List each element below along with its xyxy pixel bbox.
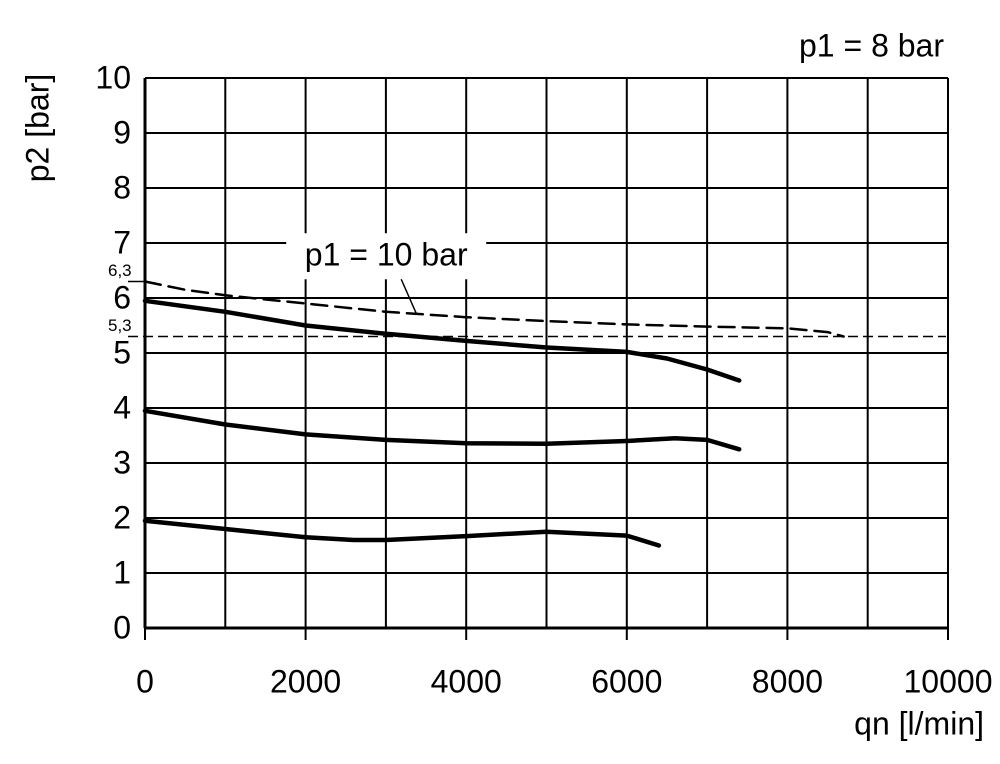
x-tick-label: 6000 <box>591 663 662 699</box>
reference-label: 6,3 <box>108 261 132 280</box>
y-tick-label: 4 <box>113 389 131 425</box>
leader-line <box>400 278 417 314</box>
x-tick-label: 10000 <box>904 663 993 699</box>
y-tick-label: 3 <box>113 444 131 480</box>
series-label: p1 = 10 bar <box>305 237 468 273</box>
annotation: p1 = 8 bar <box>799 27 944 63</box>
label-background <box>286 233 487 280</box>
x-tick-label: 2000 <box>270 663 341 699</box>
y-tick-label: 7 <box>113 224 131 260</box>
x-tick-label: 4000 <box>431 663 502 699</box>
y-axis-label: p2 [bar] <box>19 74 55 183</box>
y-tick-label: 8 <box>113 169 131 205</box>
line <box>142 518 662 548</box>
y-tick-label: 5 <box>113 334 131 370</box>
line <box>142 408 742 452</box>
y-tick-label: 0 <box>113 609 131 645</box>
line <box>142 298 742 383</box>
line <box>143 280 845 338</box>
y-tick-label: 6 <box>113 279 131 315</box>
x-tick-label: 0 <box>136 663 154 699</box>
x-tick-label: 8000 <box>752 663 823 699</box>
y-tick-label: 1 <box>113 554 131 590</box>
y-tick-label: 2 <box>113 499 131 535</box>
x-axis-label: qn [l/min] <box>854 705 984 741</box>
y-tick-label: 10 <box>95 59 131 95</box>
y-tick-label: 9 <box>113 114 131 150</box>
reference-label: 5,3 <box>108 316 132 335</box>
